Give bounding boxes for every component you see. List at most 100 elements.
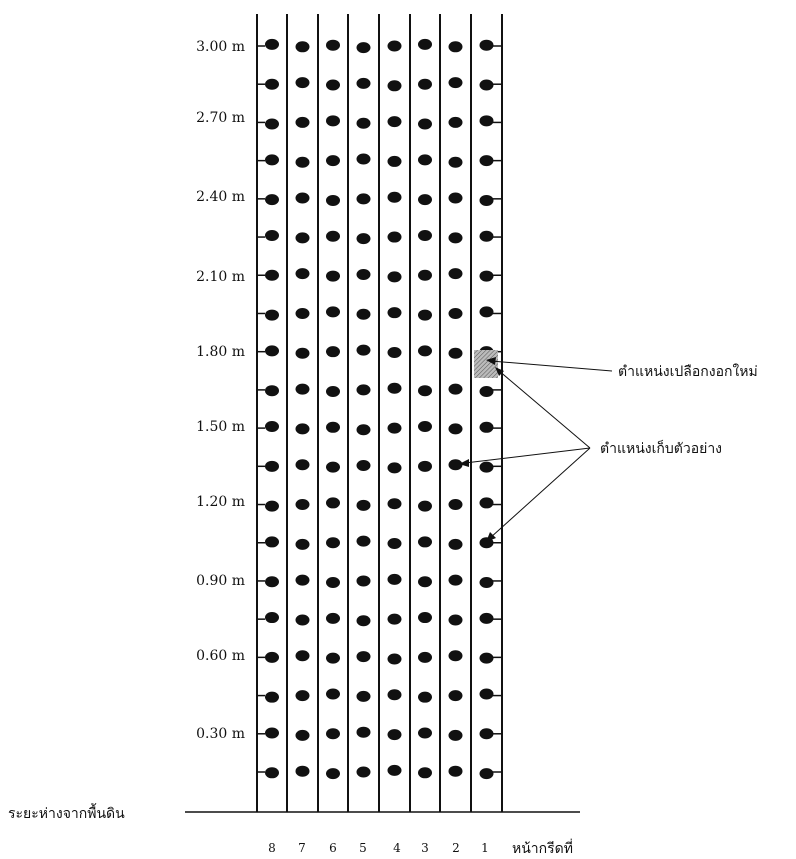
sample-dot bbox=[265, 500, 279, 512]
sample-arrow-middle bbox=[464, 447, 591, 464]
face-axis-label: หน้ากรีดที่ bbox=[512, 839, 573, 857]
sample-dot bbox=[356, 615, 371, 627]
sample-dot bbox=[326, 728, 340, 740]
sample-dot bbox=[326, 537, 340, 549]
sample-dot bbox=[387, 689, 402, 701]
sample-dot bbox=[479, 115, 494, 127]
sample-dot bbox=[387, 573, 402, 585]
sample-dot bbox=[418, 118, 432, 130]
sample-dot bbox=[448, 192, 463, 204]
height-label: 2.70 m bbox=[196, 110, 245, 126]
sample-dot bbox=[326, 577, 340, 589]
sample-dot bbox=[448, 116, 463, 128]
sample-dot bbox=[265, 385, 279, 397]
sample-dot bbox=[356, 535, 371, 547]
sample-dot bbox=[265, 118, 279, 130]
sample-dot bbox=[326, 270, 340, 282]
arrowhead bbox=[495, 367, 504, 376]
sample-dot bbox=[265, 421, 279, 433]
sample-dot bbox=[387, 764, 402, 776]
sample-dot bbox=[418, 727, 432, 739]
sample-dot bbox=[418, 421, 432, 433]
sample-dot bbox=[326, 115, 340, 127]
sample-dot bbox=[295, 650, 310, 662]
face-number: 3 bbox=[421, 841, 429, 855]
sample-dot bbox=[356, 153, 371, 165]
sample-dot bbox=[265, 154, 279, 166]
sample-dot bbox=[295, 459, 310, 471]
height-label: 0.90 m bbox=[196, 573, 245, 589]
sample-dot bbox=[356, 575, 371, 587]
sample-dot bbox=[418, 767, 432, 779]
sample-dot bbox=[265, 269, 279, 281]
sample-dot bbox=[326, 421, 340, 433]
ground-distance-label: ระยะห่างจากพื้นดิน bbox=[8, 803, 125, 822]
sample-dot bbox=[448, 499, 463, 511]
sample-dot bbox=[418, 691, 432, 703]
sample-dot bbox=[448, 690, 463, 702]
sample-dot bbox=[295, 156, 310, 168]
sample-dot bbox=[479, 577, 494, 589]
sample-dot bbox=[326, 230, 340, 242]
sample-dot bbox=[418, 460, 432, 472]
arrowhead bbox=[486, 532, 496, 542]
sample-dot bbox=[418, 612, 432, 624]
sample-dot bbox=[387, 462, 402, 474]
sample-dot bbox=[265, 78, 279, 90]
sample-dot bbox=[356, 233, 371, 245]
sample-dot bbox=[448, 614, 463, 626]
sample-dot bbox=[418, 229, 432, 241]
sample-dot bbox=[295, 307, 310, 319]
face-number: 8 bbox=[268, 841, 276, 855]
sample-dot bbox=[448, 538, 463, 550]
sample-dot bbox=[418, 38, 432, 50]
sample-dot bbox=[479, 194, 494, 206]
new-bark-arrow bbox=[490, 360, 613, 372]
sample-dot bbox=[326, 306, 340, 318]
new-bark-label: ตำแหน่งเปลือกงอกใหม่ bbox=[618, 363, 758, 380]
sample-dot bbox=[479, 155, 494, 167]
height-label: 2.40 m bbox=[196, 189, 245, 205]
sample-dot bbox=[356, 690, 371, 702]
sample-dot bbox=[356, 726, 371, 738]
sample-dot bbox=[295, 192, 310, 204]
sample-dot bbox=[479, 421, 494, 433]
sample-dot bbox=[387, 80, 402, 92]
height-labels: 3.00 m 2.70 m 2.40 m 2.10 m 1.80 m 1.50 … bbox=[196, 39, 245, 742]
sample-dot bbox=[448, 232, 463, 244]
sample-dot bbox=[295, 77, 310, 89]
sample-dot bbox=[479, 652, 494, 664]
sample-dot bbox=[479, 385, 494, 397]
height-label: 2.10 m bbox=[196, 269, 245, 285]
sample-dot bbox=[448, 765, 463, 777]
sample-dot bbox=[387, 116, 402, 128]
sample-dot bbox=[326, 652, 340, 664]
height-label: 1.20 m bbox=[196, 494, 245, 510]
sample-dot bbox=[448, 347, 463, 359]
sample-dot bbox=[479, 39, 494, 51]
arrowhead bbox=[459, 459, 469, 467]
sample-dot bbox=[418, 194, 432, 206]
sample-dot bbox=[356, 77, 371, 89]
sample-dot bbox=[356, 268, 371, 280]
sample-dot bbox=[356, 344, 371, 356]
sample-dot bbox=[326, 497, 340, 509]
sample-dot bbox=[479, 230, 494, 242]
sample-dot bbox=[356, 651, 371, 663]
sample-dot bbox=[479, 497, 494, 509]
sample-dot bbox=[265, 536, 279, 548]
sample-dot bbox=[418, 345, 432, 357]
sample-dot bbox=[295, 423, 310, 435]
sample-dot bbox=[387, 271, 402, 283]
sample-dot bbox=[265, 38, 279, 50]
sample-dot bbox=[387, 40, 402, 52]
sample-dot bbox=[295, 268, 310, 280]
sample-dot bbox=[387, 653, 402, 665]
sample-dot bbox=[326, 79, 340, 91]
sample-dot bbox=[448, 423, 463, 435]
sample-dot bbox=[448, 41, 463, 53]
sample-dot bbox=[326, 155, 340, 167]
sample-dot bbox=[295, 538, 310, 550]
sample-dot bbox=[265, 651, 279, 663]
